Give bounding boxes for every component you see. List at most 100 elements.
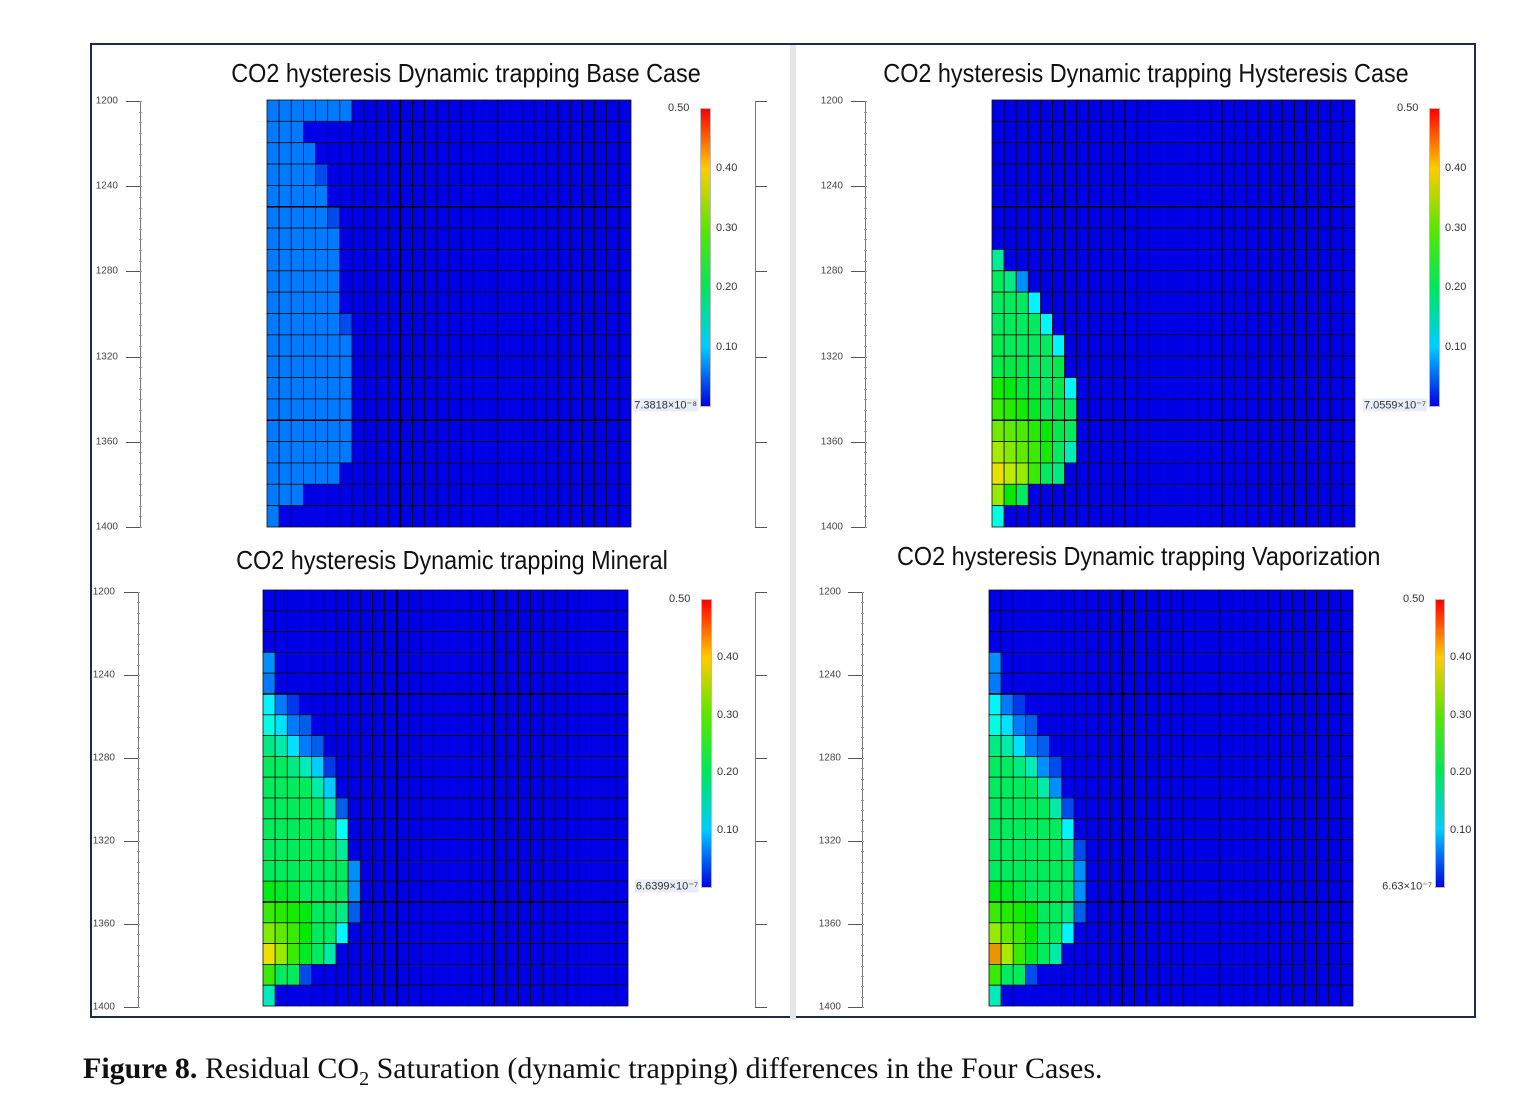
heatmap-cell: [484, 163, 498, 186]
heatmap-cell: [1040, 291, 1053, 314]
heatmap-cell: [1206, 589, 1220, 612]
y-axis-tick: [126, 101, 140, 102]
heatmap-cell: [542, 797, 556, 820]
colorbar-tick-label: 0.40: [712, 650, 739, 663]
y-axis-minor-tick: [137, 643, 140, 645]
heatmap-cell: [1124, 270, 1138, 293]
caption-text-post: Saturation (dynamic trapping) difference…: [369, 1052, 1103, 1085]
heatmap-cell: [424, 227, 438, 250]
heatmap-cell: [396, 652, 410, 674]
heatmap-cell: [347, 776, 361, 799]
heatmap-cell: [286, 672, 300, 695]
heatmap-cell: [603, 610, 617, 632]
y-axis-stub-line: [755, 101, 756, 527]
heatmap-cell: [1342, 163, 1356, 186]
y-axis-minor-tick: [861, 706, 864, 708]
colorbar: [1435, 599, 1445, 888]
heatmap-cell: [530, 839, 544, 861]
heatmap-cell: [1291, 610, 1305, 632]
heatmap-cell: [1219, 714, 1233, 737]
heatmap-cell: [1052, 419, 1066, 443]
heatmap-cell: [1182, 714, 1196, 737]
heatmap-cell: [991, 249, 1005, 272]
y-axis-minor-tick: [139, 314, 142, 315]
heatmap-cell: [1073, 984, 1087, 1007]
heatmap-cell: [521, 142, 535, 165]
heatmap-cell: [278, 249, 292, 272]
y-axis-tick: [848, 841, 862, 842]
heatmap-cell: [1134, 735, 1148, 757]
heatmap-cell: [384, 755, 398, 778]
heatmap-cell: [545, 313, 559, 336]
heatmap-cell: [278, 163, 292, 186]
heatmap-cell: [1000, 943, 1014, 965]
heatmap-cell: [481, 922, 495, 944]
heatmap-cell: [315, 398, 329, 421]
heatmap-cell: [554, 901, 568, 924]
heatmap-cell: [1158, 610, 1172, 632]
heatmap-cell: [359, 943, 373, 965]
heatmap-cell: [497, 142, 511, 165]
heatmap-cell: [545, 291, 559, 314]
heatmap-cell: [1243, 776, 1257, 799]
heatmap-cell: [1182, 776, 1196, 799]
heatmap-cell: [1182, 610, 1196, 632]
heatmap-cell: [1073, 714, 1087, 737]
heatmap-cell: [1015, 227, 1029, 250]
y-axis-tick-label: 1200: [95, 95, 118, 107]
heatmap-cell: [1158, 755, 1172, 778]
heatmap-cell: [375, 398, 389, 421]
heatmap-cell: [1112, 120, 1126, 144]
heatmap-cell: [1122, 818, 1135, 841]
heatmap-cell: [542, 984, 556, 1007]
heatmap-cell: [375, 483, 389, 507]
heatmap-cell: [1100, 505, 1114, 528]
heatmap-cell: [1173, 227, 1187, 250]
heatmap-cell: [1134, 839, 1148, 861]
heatmap-cell: [1173, 206, 1187, 229]
heatmap-cell: [615, 943, 629, 965]
heatmap-cell: [542, 901, 556, 924]
heatmap-cell: [1206, 755, 1220, 778]
heatmap-cell: [542, 735, 556, 757]
y-axis-minor-tick: [137, 944, 140, 946]
heatmap-cell: [1233, 206, 1247, 229]
heatmap-cell: [363, 142, 377, 165]
heatmap-cell: [1294, 334, 1308, 357]
heatmap-cell: [1025, 610, 1038, 632]
heatmap-cell: [448, 334, 462, 357]
heatmap-cell: [1291, 693, 1305, 716]
heatmap-cell: [372, 672, 386, 695]
heatmap-cell: [1160, 185, 1174, 208]
heatmap-cell: [290, 462, 304, 485]
heatmap-cell: [1197, 398, 1211, 421]
heatmap-cell: [1052, 377, 1066, 400]
heatmap-cell: [591, 984, 605, 1007]
heatmap-cell: [1231, 735, 1245, 757]
heatmap-cell: [1245, 291, 1259, 314]
heatmap-cell: [582, 334, 596, 357]
heatmap-cell: [1342, 249, 1356, 272]
heatmap-cell: [518, 735, 532, 757]
heatmap-cell: [1330, 249, 1344, 272]
heatmap-cell: [1255, 735, 1269, 757]
heatmap-cell: [339, 163, 353, 186]
heatmap-cell: [408, 859, 422, 882]
heatmap-cell: [372, 818, 386, 841]
heatmap-cell: [505, 610, 519, 632]
heatmap-cell: [1209, 334, 1223, 357]
heatmap-cell: [1061, 839, 1075, 861]
heatmap-cell: [400, 462, 413, 485]
heatmap-cell: [542, 880, 556, 903]
heatmap-cell: [578, 859, 592, 882]
heatmap-cell: [566, 818, 580, 841]
heatmap-cell: [1316, 880, 1330, 903]
heatmap-cell: [1206, 922, 1220, 944]
heatmap-cell: [290, 398, 304, 421]
heatmap-cell: [311, 652, 325, 674]
heatmap-cell: [335, 776, 349, 799]
heatmap-cell: [603, 839, 617, 861]
heatmap-cell: [1088, 227, 1102, 250]
heatmap-cell: [1064, 185, 1078, 208]
heatmap-cell: [1025, 984, 1038, 1007]
